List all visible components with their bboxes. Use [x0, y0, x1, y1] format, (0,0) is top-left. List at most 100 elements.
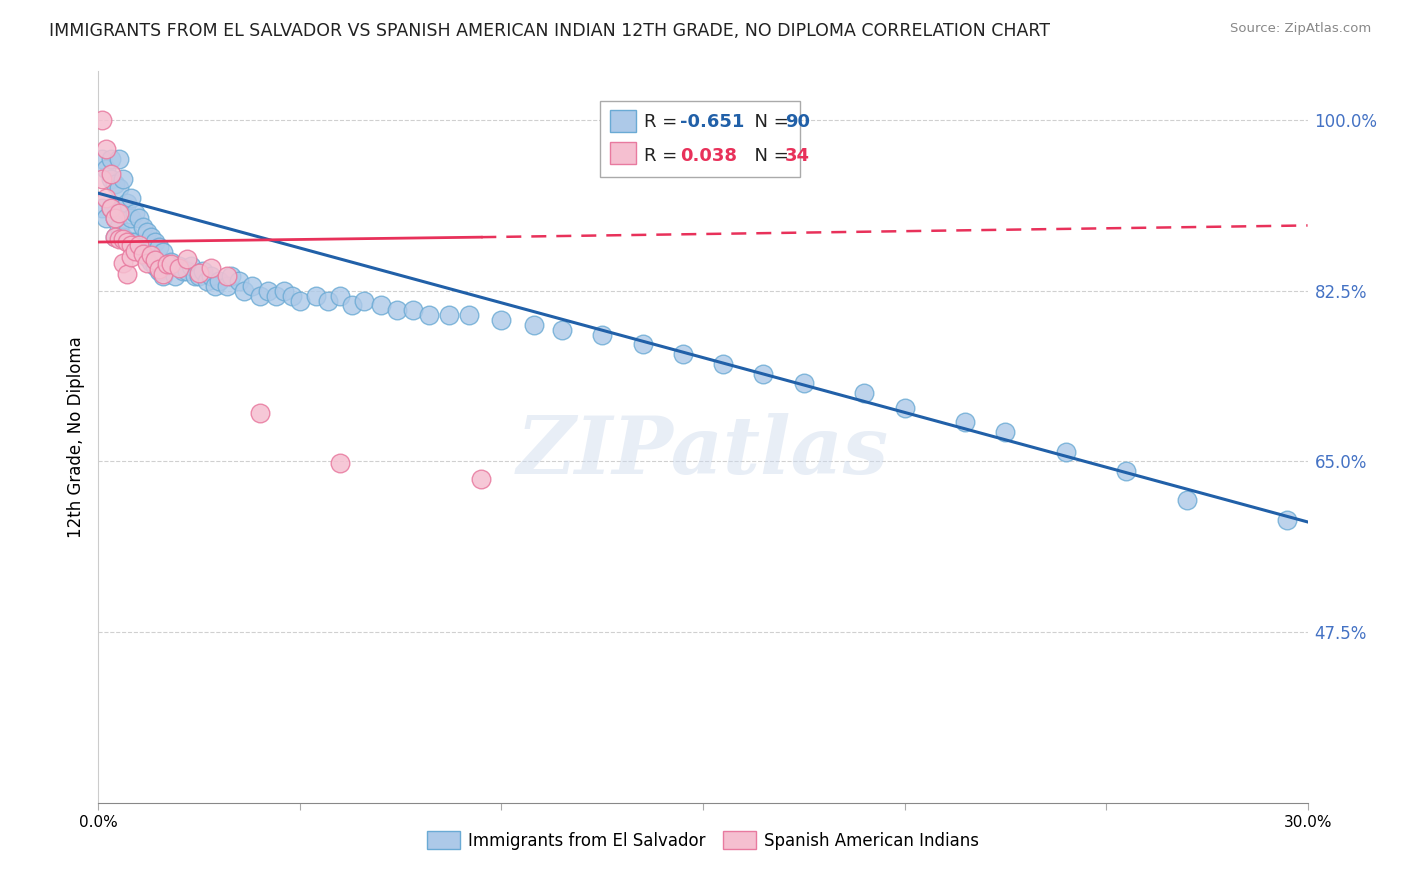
- Point: [120, 211, 142, 225]
- Point: [200, 261, 222, 276]
- Point: [853, 386, 876, 401]
- Point: [135, 250, 157, 264]
- Point: [100, 201, 122, 215]
- Text: R =: R =: [644, 113, 683, 131]
- Point: [124, 244, 146, 258]
- Point: [124, 206, 146, 220]
- Point: [188, 269, 211, 284]
- Point: [107, 206, 129, 220]
- FancyBboxPatch shape: [610, 110, 637, 132]
- Point: [91, 152, 114, 166]
- FancyBboxPatch shape: [610, 143, 637, 164]
- Point: [793, 376, 815, 391]
- Point: [329, 288, 352, 302]
- Point: [195, 274, 218, 288]
- Point: [115, 267, 138, 281]
- Point: [288, 293, 311, 308]
- Point: [143, 260, 166, 274]
- Point: [163, 269, 186, 284]
- Point: [193, 264, 215, 278]
- Point: [752, 367, 775, 381]
- Point: [135, 256, 157, 270]
- Point: [96, 161, 118, 176]
- Point: [152, 267, 174, 281]
- Point: [143, 235, 166, 249]
- Point: [120, 238, 142, 252]
- Point: [100, 201, 122, 215]
- Point: [156, 257, 179, 271]
- Point: [437, 308, 460, 322]
- Point: [111, 171, 134, 186]
- Point: [217, 279, 239, 293]
- Point: [200, 269, 222, 284]
- Point: [135, 225, 157, 239]
- Point: [342, 298, 364, 312]
- Point: [672, 347, 695, 361]
- Point: [139, 254, 162, 268]
- Point: [103, 230, 125, 244]
- Point: [103, 230, 125, 244]
- Text: -0.651: -0.651: [681, 113, 744, 131]
- Point: [631, 337, 654, 351]
- Point: [91, 171, 114, 186]
- Text: N =: N =: [742, 113, 794, 131]
- Point: [96, 142, 118, 156]
- FancyBboxPatch shape: [600, 101, 800, 178]
- Point: [148, 264, 170, 278]
- Point: [128, 238, 150, 252]
- Legend: Immigrants from El Salvador, Spanish American Indians: Immigrants from El Salvador, Spanish Ame…: [420, 824, 986, 856]
- Text: N =: N =: [742, 146, 794, 165]
- Point: [167, 261, 190, 276]
- Point: [523, 318, 546, 332]
- Point: [470, 472, 492, 486]
- Point: [249, 288, 271, 302]
- Point: [103, 211, 125, 225]
- Point: [402, 303, 425, 318]
- Point: [100, 171, 122, 186]
- Point: [148, 240, 170, 254]
- Point: [115, 196, 138, 211]
- Point: [256, 284, 278, 298]
- Point: [249, 406, 271, 420]
- Text: IMMIGRANTS FROM EL SALVADOR VS SPANISH AMERICAN INDIAN 12TH GRADE, NO DIPLOMA CO: IMMIGRANTS FROM EL SALVADOR VS SPANISH A…: [49, 22, 1050, 40]
- Point: [120, 235, 142, 249]
- Text: R =: R =: [644, 146, 683, 165]
- Point: [204, 279, 226, 293]
- Point: [115, 235, 138, 249]
- Point: [273, 284, 295, 298]
- Point: [188, 266, 211, 280]
- Point: [91, 201, 114, 215]
- Point: [180, 260, 202, 274]
- Text: ZIPatlas: ZIPatlas: [517, 413, 889, 491]
- Point: [152, 244, 174, 259]
- Point: [120, 250, 142, 264]
- Point: [491, 313, 513, 327]
- Point: [418, 308, 440, 322]
- Point: [148, 262, 170, 277]
- Point: [1175, 493, 1198, 508]
- Point: [167, 260, 190, 274]
- Point: [107, 220, 129, 235]
- Point: [100, 167, 122, 181]
- Point: [370, 298, 392, 312]
- Point: [1277, 513, 1299, 527]
- Point: [316, 293, 339, 308]
- Point: [156, 260, 179, 274]
- Point: [96, 211, 118, 225]
- Point: [1115, 464, 1137, 478]
- Point: [91, 113, 114, 128]
- Text: 0.038: 0.038: [681, 146, 737, 165]
- Point: [107, 181, 129, 195]
- Point: [281, 288, 304, 302]
- Text: Source: ZipAtlas.com: Source: ZipAtlas.com: [1230, 22, 1371, 36]
- Point: [160, 254, 183, 268]
- Point: [143, 252, 166, 267]
- Point: [139, 248, 162, 262]
- Point: [329, 457, 352, 471]
- Point: [96, 191, 118, 205]
- Point: [893, 401, 915, 415]
- Point: [217, 269, 239, 284]
- Point: [124, 235, 146, 249]
- Point: [139, 230, 162, 244]
- Point: [120, 191, 142, 205]
